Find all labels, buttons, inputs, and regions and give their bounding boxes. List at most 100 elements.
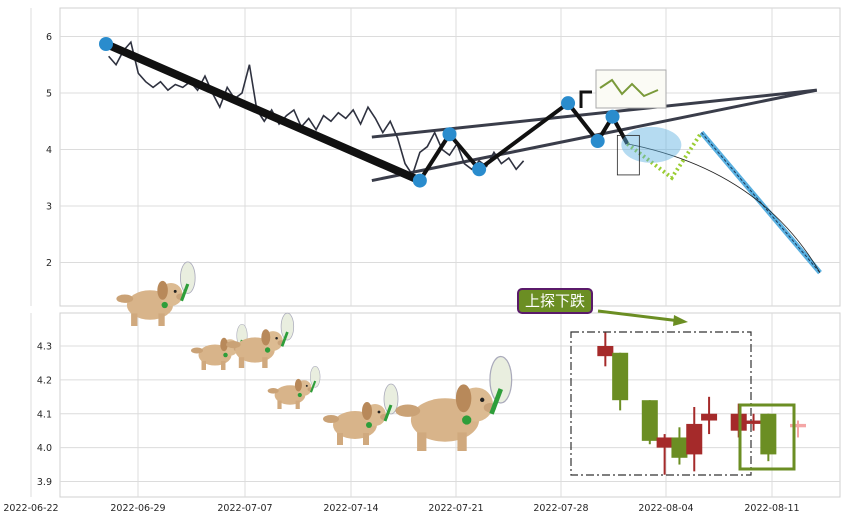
- dog-eye: [173, 289, 177, 293]
- fan-icon: [310, 366, 321, 388]
- highlight-ellipse: [621, 126, 682, 163]
- callout-arrow: [597, 309, 681, 323]
- x-tick-label: 2022-07-21: [428, 503, 483, 514]
- dog-collar: [264, 347, 271, 353]
- box-marker: [616, 134, 640, 176]
- x-tick-label: 2022-07-07: [217, 503, 272, 514]
- dog-sticker: [226, 312, 295, 368]
- candle-body: [612, 352, 629, 401]
- upper-y-axis: 2 3 4 5 6: [46, 32, 52, 269]
- dog-ear: [455, 384, 472, 413]
- pivot-marker: [605, 109, 620, 124]
- lower-y-axis: 3.9 4.0 4.1 4.2 4.3: [37, 342, 52, 489]
- lower-y-tick-label: 4.0: [37, 443, 52, 454]
- dog-tail: [226, 341, 241, 349]
- dog-leg: [277, 400, 282, 409]
- pivot-marker: [590, 134, 605, 149]
- callout: 上探下跌: [517, 288, 688, 326]
- fan-icon: [180, 261, 196, 294]
- dog-collar: [366, 422, 372, 428]
- candle-body: [597, 346, 614, 357]
- candle-body: [745, 420, 762, 424]
- dog-eye: [275, 337, 278, 340]
- dog-tail: [323, 415, 339, 423]
- dog-leg: [158, 313, 165, 326]
- x-tick-label: 2022-08-04: [638, 503, 693, 514]
- dog-sticker-decorations: [116, 261, 513, 451]
- inset-pointer: [579, 90, 592, 108]
- upper-y-tick-label: 6: [46, 32, 52, 43]
- pivot-marker: [99, 37, 113, 51]
- x-tick-label: 2022-07-28: [533, 503, 588, 514]
- pivot-marker: [442, 127, 457, 142]
- highlight-box: [738, 403, 796, 471]
- pivot-marker: [561, 96, 576, 111]
- callout-arrowhead: [673, 315, 688, 326]
- lower-y-tick-label: 4.3: [37, 342, 52, 353]
- callout-box: [517, 288, 593, 314]
- dog-eye: [480, 397, 485, 403]
- dog-ear: [261, 329, 271, 346]
- candle-body: [686, 423, 703, 455]
- inset-thumbnail: [595, 69, 667, 109]
- dog-collar: [161, 301, 168, 309]
- dog-leg: [363, 433, 369, 445]
- callout-text: 上探下跌: [525, 292, 585, 310]
- dog-ear: [294, 378, 302, 392]
- x-tick-label: 2022-08-11: [744, 503, 799, 514]
- dog-leg: [221, 361, 226, 370]
- x-tick-label: 2022-06-29: [110, 503, 165, 514]
- candle-body: [671, 437, 688, 458]
- dog-collar: [223, 352, 228, 358]
- zigzag-first-leg: [102, 40, 424, 185]
- candle-body: [656, 437, 673, 448]
- dog-leg: [262, 357, 268, 368]
- upper-y-tick-label: 5: [46, 89, 52, 100]
- candle-body: [641, 400, 658, 441]
- dog-sticker: [323, 383, 399, 445]
- dog-leg: [337, 433, 343, 445]
- dog-ear: [362, 402, 372, 420]
- fan-handle: [280, 331, 289, 347]
- x-tick-label: 2022-07-14: [323, 503, 378, 514]
- dog-tail: [395, 404, 421, 417]
- upper-panel: 2 3 4 5 6: [30, 7, 841, 307]
- dog-collar: [462, 415, 472, 425]
- fan-handle: [310, 380, 317, 393]
- candle-body: [701, 413, 718, 421]
- dog-tail: [191, 347, 203, 354]
- candle-body: [760, 413, 777, 455]
- upper-plot-area: [59, 7, 841, 307]
- dog-collar: [297, 392, 302, 398]
- dog-ear: [220, 337, 228, 352]
- price-line: [108, 40, 525, 177]
- upper-y-tick-label: 4: [46, 145, 52, 156]
- fan-handle: [180, 283, 190, 302]
- x-axis: 2022-06-22 2022-06-29 2022-07-07 2022-07-14…: [3, 503, 799, 514]
- inset-thumbnail-mark: [599, 78, 659, 98]
- lower-marks: [570, 331, 806, 476]
- dog-eye: [377, 410, 381, 414]
- forecast-arc: [627, 143, 821, 273]
- candle-body: [790, 423, 806, 428]
- lower-y-tick-label: 4.1: [37, 409, 52, 420]
- fan-icon: [280, 312, 295, 341]
- dog-leg: [238, 357, 245, 368]
- fan-handle: [489, 388, 503, 415]
- dog-ear: [157, 280, 168, 300]
- dog-leg: [457, 432, 467, 451]
- dog-leg: [295, 400, 300, 409]
- upper-marks: [99, 37, 822, 275]
- upper-y-tick-label: 2: [46, 258, 52, 269]
- x-tick-label: 2022-06-22: [3, 503, 58, 514]
- dog-leg: [131, 313, 138, 326]
- dog-leg: [417, 432, 427, 451]
- upper-y-tick-label: 3: [46, 202, 52, 213]
- pivot-marker: [472, 162, 487, 177]
- dog-tail: [116, 294, 134, 303]
- forecast-zigzag: [626, 131, 704, 181]
- dog-sticker: [395, 355, 513, 451]
- pivot-marker: [412, 173, 427, 188]
- dog-eye: [305, 384, 308, 387]
